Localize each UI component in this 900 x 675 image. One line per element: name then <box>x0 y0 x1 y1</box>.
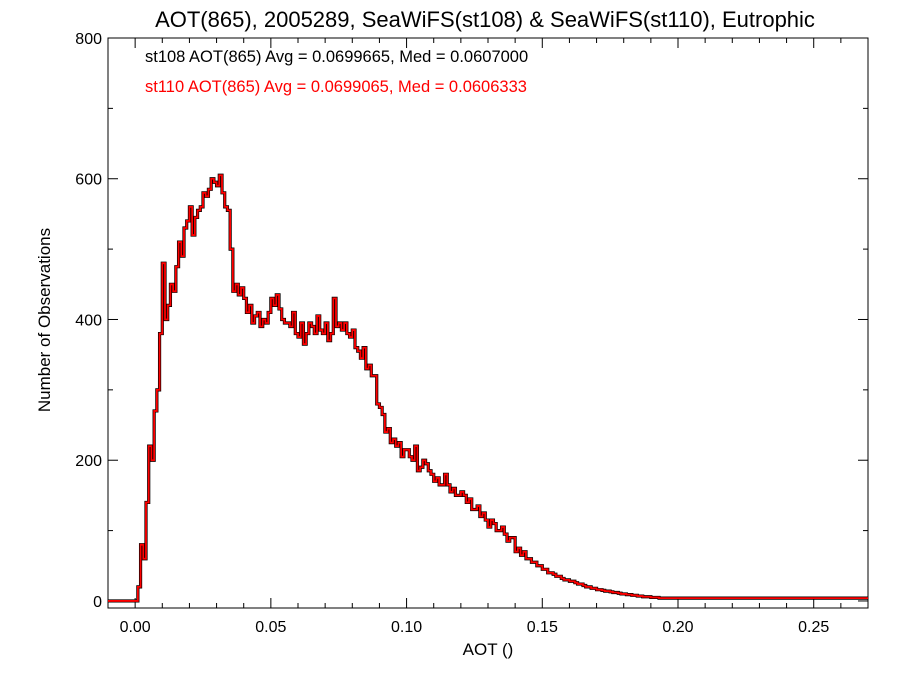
series-st110-step-line <box>108 174 868 602</box>
y-tick-label: 200 <box>75 453 102 470</box>
y-tick-label: 600 <box>75 172 102 189</box>
series-st108-step-line <box>108 173 868 603</box>
y-tick-label: 400 <box>75 312 102 329</box>
x-tick-label: 0.25 <box>798 619 829 636</box>
st110-stats-annotation: st110 AOT(865) Avg = 0.0699065, Med = 0.… <box>145 78 527 96</box>
histogram-series-layer <box>108 173 868 603</box>
x-tick-label: 0.00 <box>120 619 151 636</box>
x-tick-label: 0.05 <box>255 619 286 636</box>
x-axis: 0.00 0.05 0.10 0.15 0.20 0.25 <box>120 38 869 636</box>
chart-title: AOT(865), 2005289, SeaWiFS(st108) & SeaW… <box>155 7 815 32</box>
x-tick-label: 0.15 <box>527 619 558 636</box>
x-tick-label: 0.20 <box>662 619 693 636</box>
y-tick-label: 0 <box>93 594 102 611</box>
y-axis-label: Number of Observations <box>35 228 54 412</box>
st108-stats-annotation: st108 AOT(865) Avg = 0.0699665, Med = 0.… <box>145 48 528 66</box>
y-axis: 0 200 400 600 800 <box>75 31 868 611</box>
x-axis-label: AOT () <box>463 640 514 659</box>
x-tick-label: 0.10 <box>391 619 422 636</box>
y-tick-label: 800 <box>75 31 102 48</box>
